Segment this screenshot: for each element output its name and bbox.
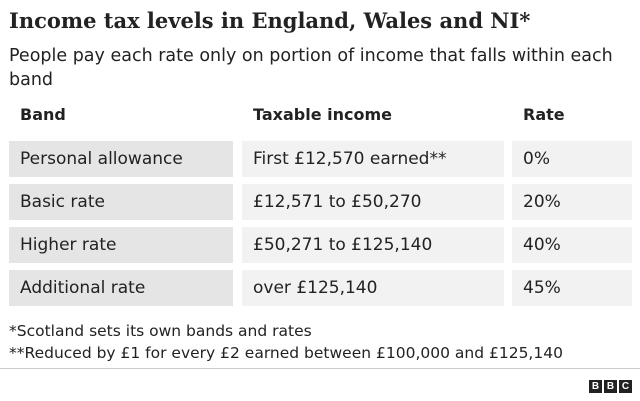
chart-title: Income tax levels in England, Wales and … bbox=[9, 8, 531, 33]
table-row: Basic rate £12,571 to £50,270 20% bbox=[9, 184, 632, 220]
table-row: Additional rate over £125,140 45% bbox=[9, 270, 632, 306]
income-cell: £12,571 to £50,270 bbox=[242, 184, 504, 220]
rate-cell: 0% bbox=[512, 141, 632, 177]
income-cell: First £12,570 earned** bbox=[242, 141, 504, 177]
footnote-scotland: *Scotland sets its own bands and rates bbox=[9, 322, 312, 340]
table-header: Band Taxable income Rate bbox=[9, 98, 632, 134]
footnote-allowance-reduction: **Reduced by £1 for every £2 earned betw… bbox=[9, 344, 563, 362]
band-cell: Additional rate bbox=[9, 270, 233, 306]
bbc-logo: B B C bbox=[589, 380, 632, 393]
chart-subtitle: People pay each rate only on portion of … bbox=[9, 46, 613, 90]
table-row: Personal allowance First £12,570 earned*… bbox=[9, 141, 632, 177]
rate-cell: 45% bbox=[512, 270, 632, 306]
bbc-logo-block: B bbox=[589, 380, 602, 393]
footnotes: *Scotland sets its own bands and rates *… bbox=[9, 320, 634, 364]
band-cell: Higher rate bbox=[9, 227, 233, 263]
table-row: Higher rate £50,271 to £125,140 40% bbox=[9, 227, 632, 263]
bbc-logo-block: B bbox=[604, 380, 617, 393]
column-header-taxable-income: Taxable income bbox=[253, 105, 392, 124]
band-cell: Personal allowance bbox=[9, 141, 233, 177]
rate-cell: 40% bbox=[512, 227, 632, 263]
income-cell: £50,271 to £125,140 bbox=[242, 227, 504, 263]
bbc-logo-block: C bbox=[619, 380, 632, 393]
footer-divider bbox=[0, 368, 640, 369]
column-header-rate: Rate bbox=[523, 105, 565, 124]
column-header-band: Band bbox=[20, 105, 66, 124]
band-cell: Basic rate bbox=[9, 184, 233, 220]
income-cell: over £125,140 bbox=[242, 270, 504, 306]
rate-cell: 20% bbox=[512, 184, 632, 220]
tax-table: Band Taxable income Rate Personal allowa… bbox=[9, 98, 632, 306]
